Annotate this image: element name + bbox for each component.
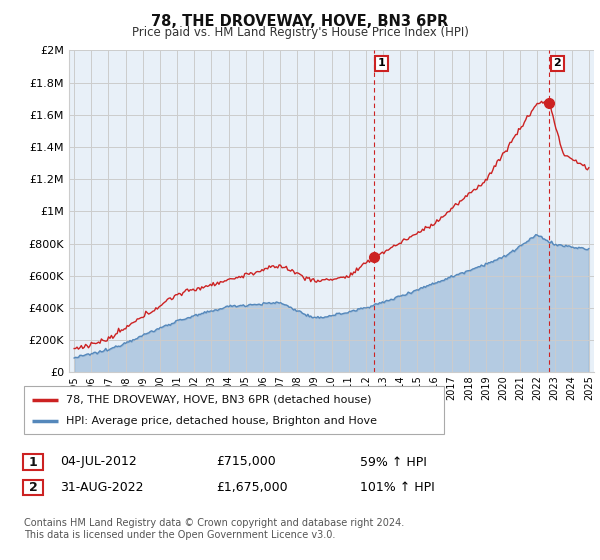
- Text: £715,000: £715,000: [216, 455, 276, 469]
- Text: 59% ↑ HPI: 59% ↑ HPI: [360, 455, 427, 469]
- Text: £1,675,000: £1,675,000: [216, 480, 287, 494]
- Text: 1: 1: [29, 455, 37, 469]
- Text: 101% ↑ HPI: 101% ↑ HPI: [360, 480, 435, 494]
- Text: HPI: Average price, detached house, Brighton and Hove: HPI: Average price, detached house, Brig…: [66, 416, 377, 426]
- Text: 04-JUL-2012: 04-JUL-2012: [60, 455, 137, 469]
- Text: 1: 1: [377, 58, 385, 68]
- Text: 2: 2: [554, 58, 562, 68]
- Text: 2: 2: [29, 480, 37, 494]
- Text: 78, THE DROVEWAY, HOVE, BN3 6PR: 78, THE DROVEWAY, HOVE, BN3 6PR: [151, 14, 449, 29]
- Text: Price paid vs. HM Land Registry's House Price Index (HPI): Price paid vs. HM Land Registry's House …: [131, 26, 469, 39]
- Text: 31-AUG-2022: 31-AUG-2022: [60, 480, 143, 494]
- Text: 78, THE DROVEWAY, HOVE, BN3 6PR (detached house): 78, THE DROVEWAY, HOVE, BN3 6PR (detache…: [66, 395, 371, 405]
- Text: Contains HM Land Registry data © Crown copyright and database right 2024.
This d: Contains HM Land Registry data © Crown c…: [24, 518, 404, 540]
